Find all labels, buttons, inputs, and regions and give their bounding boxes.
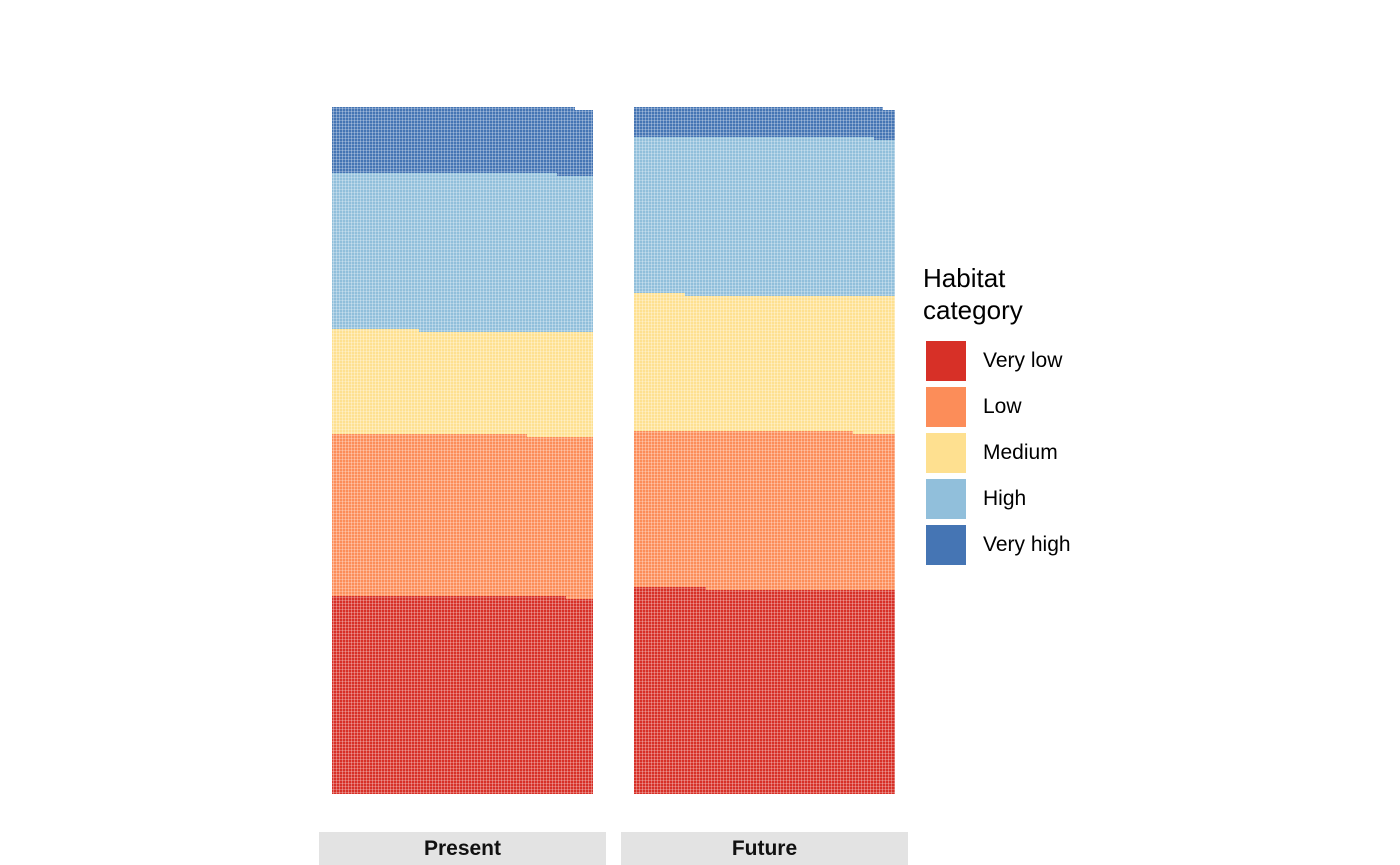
cell-grid-overlay-top-future xyxy=(634,107,883,110)
legend-label-medium: Medium xyxy=(983,441,1058,464)
legend-title-line2: category xyxy=(923,295,1023,325)
legend-title-line1: Habitat xyxy=(923,263,1006,293)
legend-item-high: High xyxy=(923,476,1071,522)
facet-label-future: Future xyxy=(731,836,798,860)
legend-item-low: Low xyxy=(923,384,1071,430)
legend-key-very-low xyxy=(926,341,966,381)
facet-strip-present: Present xyxy=(319,832,606,865)
legend-item-medium: Medium xyxy=(923,430,1071,476)
legend-label-very-high: Very high xyxy=(983,533,1071,556)
facet-label-present: Present xyxy=(423,836,502,860)
panel-present xyxy=(332,107,593,794)
legend-item-very-low: Very low xyxy=(923,338,1071,384)
legend-title: Habitat category xyxy=(923,262,1063,326)
cell-grid-overlay-top-present xyxy=(332,107,575,110)
cell-grid-overlay-present xyxy=(332,110,593,794)
legend-key-low xyxy=(926,387,966,427)
legend-key-high xyxy=(926,479,966,519)
panel-future xyxy=(634,107,895,794)
cell-grid-overlay-future xyxy=(634,110,895,794)
legend-label-high: High xyxy=(983,487,1027,510)
legend-label-very-low: Very low xyxy=(983,349,1063,372)
legend: Habitat category Very low Low Medium Hig… xyxy=(923,262,1071,568)
legend-items: Very low Low Medium High Very high xyxy=(923,338,1071,568)
facet-strip-future: Future xyxy=(621,832,908,865)
legend-key-medium xyxy=(926,433,966,473)
legend-label-low: Low xyxy=(983,395,1022,418)
legend-item-very-high: Very high xyxy=(923,522,1071,568)
legend-key-very-high xyxy=(926,525,966,565)
